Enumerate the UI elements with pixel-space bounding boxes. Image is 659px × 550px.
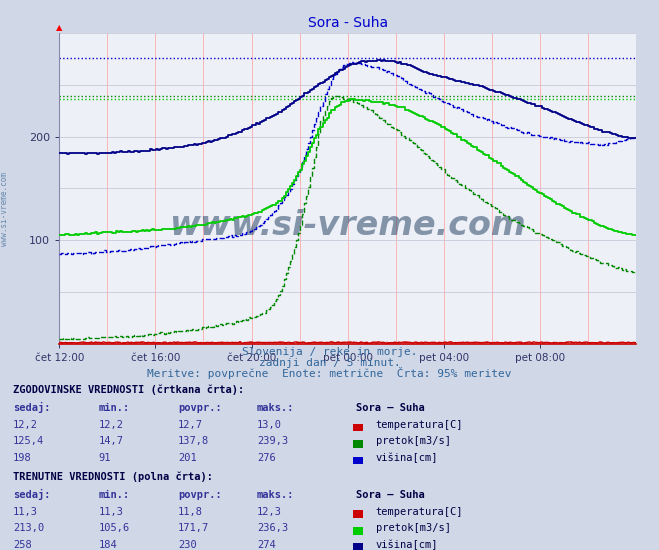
Text: višina[cm]: višina[cm] xyxy=(376,453,438,463)
Text: 12,2: 12,2 xyxy=(99,420,124,430)
Title: Sora - Suha: Sora - Suha xyxy=(308,16,387,30)
Text: temperatura[C]: temperatura[C] xyxy=(376,507,463,517)
Text: 171,7: 171,7 xyxy=(178,523,209,534)
Text: 105,6: 105,6 xyxy=(99,523,130,534)
Text: temperatura[C]: temperatura[C] xyxy=(376,420,463,430)
Text: pretok[m3/s]: pretok[m3/s] xyxy=(376,523,451,534)
Text: 198: 198 xyxy=(13,453,32,463)
Text: Slovenija / reke in morje.: Slovenija / reke in morje. xyxy=(242,346,417,357)
Text: TRENUTNE VREDNOSTI (polna črta):: TRENUTNE VREDNOSTI (polna črta): xyxy=(13,472,213,482)
Text: zadnji dan / 5 minut.: zadnji dan / 5 minut. xyxy=(258,358,401,368)
Text: Meritve: povprečne  Enote: metrične  Črta: 95% meritev: Meritve: povprečne Enote: metrične Črta:… xyxy=(147,367,512,379)
Text: višina[cm]: višina[cm] xyxy=(376,540,438,550)
Text: 258: 258 xyxy=(13,540,32,550)
Text: www.si-vreme.com: www.si-vreme.com xyxy=(0,172,9,246)
Text: 11,3: 11,3 xyxy=(99,507,124,517)
Text: 274: 274 xyxy=(257,540,275,550)
Text: 14,7: 14,7 xyxy=(99,436,124,447)
Text: 230: 230 xyxy=(178,540,196,550)
Text: ▲: ▲ xyxy=(56,23,63,31)
Text: 91: 91 xyxy=(99,453,111,463)
Text: Sora – Suha: Sora – Suha xyxy=(356,490,424,500)
Text: 213,0: 213,0 xyxy=(13,523,44,534)
Text: 239,3: 239,3 xyxy=(257,436,288,447)
Text: 13,0: 13,0 xyxy=(257,420,282,430)
Text: Sora – Suha: Sora – Suha xyxy=(356,403,424,414)
Text: sedaj:: sedaj: xyxy=(13,403,51,414)
Text: 184: 184 xyxy=(99,540,117,550)
Text: 276: 276 xyxy=(257,453,275,463)
Text: 137,8: 137,8 xyxy=(178,436,209,447)
Text: 11,3: 11,3 xyxy=(13,507,38,517)
Text: min.:: min.: xyxy=(99,403,130,414)
Text: povpr.:: povpr.: xyxy=(178,490,221,500)
Text: maks.:: maks.: xyxy=(257,490,295,500)
Text: 236,3: 236,3 xyxy=(257,523,288,534)
Text: 125,4: 125,4 xyxy=(13,436,44,447)
Text: sedaj:: sedaj: xyxy=(13,490,51,500)
Text: pretok[m3/s]: pretok[m3/s] xyxy=(376,436,451,447)
Text: maks.:: maks.: xyxy=(257,403,295,414)
Text: povpr.:: povpr.: xyxy=(178,403,221,414)
Text: www.si-vreme.com: www.si-vreme.com xyxy=(169,209,526,242)
Text: 12,7: 12,7 xyxy=(178,420,203,430)
Text: ZGODOVINSKE VREDNOSTI (črtkana črta):: ZGODOVINSKE VREDNOSTI (črtkana črta): xyxy=(13,385,244,395)
Text: 201: 201 xyxy=(178,453,196,463)
Text: 12,2: 12,2 xyxy=(13,420,38,430)
Text: min.:: min.: xyxy=(99,490,130,500)
Text: 11,8: 11,8 xyxy=(178,507,203,517)
Text: 12,3: 12,3 xyxy=(257,507,282,517)
